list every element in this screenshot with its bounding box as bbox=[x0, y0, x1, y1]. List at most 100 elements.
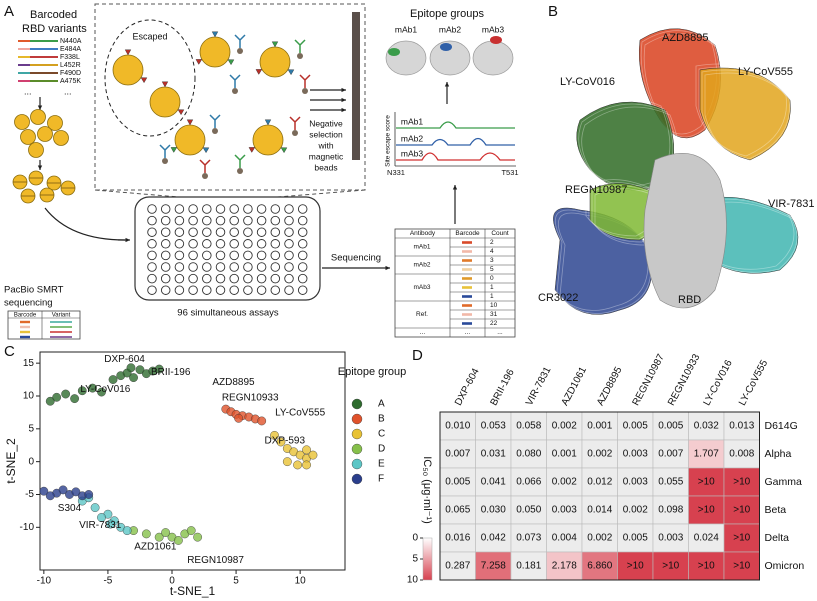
well bbox=[202, 250, 212, 261]
legend-label: A bbox=[378, 399, 385, 410]
label: Barcode bbox=[14, 313, 37, 319]
well bbox=[215, 262, 226, 272]
label: Barcode bbox=[455, 230, 480, 237]
annotation: BRII-196 bbox=[151, 367, 191, 378]
ribbon bbox=[695, 63, 787, 157]
spike-mark bbox=[124, 49, 132, 56]
cell-value: 0.031 bbox=[481, 449, 506, 460]
heatmap-cell bbox=[475, 523, 512, 553]
cell-value: 0.007 bbox=[445, 449, 470, 460]
point bbox=[270, 430, 279, 440]
rbd-particle bbox=[53, 130, 69, 146]
heatmap-cell bbox=[723, 411, 760, 441]
label: ... bbox=[497, 329, 503, 336]
label: Site escape score bbox=[385, 115, 392, 167]
label: 22 bbox=[490, 320, 498, 327]
well bbox=[202, 262, 212, 272]
cell-value: >10 bbox=[733, 477, 750, 488]
well bbox=[215, 204, 226, 214]
point bbox=[154, 364, 164, 374]
lycov555-structure bbox=[699, 67, 791, 161]
well bbox=[147, 273, 157, 284]
antibody bbox=[289, 116, 301, 130]
point bbox=[70, 394, 80, 404]
colorbar-tick-label: 10 bbox=[407, 575, 419, 586]
label: selection bbox=[309, 129, 343, 139]
well bbox=[270, 250, 281, 261]
barcode bbox=[462, 241, 472, 244]
cell-value: 0.002 bbox=[587, 533, 612, 544]
antibody bbox=[234, 154, 246, 168]
y-tick-label: 15 bbox=[23, 358, 35, 369]
cell-value: 0.001 bbox=[587, 421, 612, 432]
well bbox=[160, 239, 171, 249]
cell-value: 0.080 bbox=[516, 449, 541, 460]
label: 10 bbox=[490, 302, 498, 309]
column-label: LY-CoV555 bbox=[737, 358, 770, 408]
legend-marker bbox=[351, 428, 363, 440]
heatmap-cell bbox=[652, 495, 689, 525]
point bbox=[45, 491, 55, 501]
ribbon bbox=[634, 24, 717, 135]
legend-marker bbox=[351, 473, 363, 485]
point bbox=[61, 389, 71, 399]
well bbox=[188, 215, 198, 226]
heatmap-cell bbox=[475, 467, 512, 497]
point bbox=[302, 445, 311, 455]
well bbox=[284, 227, 294, 237]
pacbio-table bbox=[7, 310, 81, 340]
well bbox=[147, 227, 157, 237]
well bbox=[160, 285, 171, 295]
magnet-bar bbox=[352, 12, 360, 160]
point bbox=[257, 416, 267, 426]
well bbox=[202, 273, 212, 284]
heatmap-cell bbox=[688, 439, 725, 469]
well bbox=[243, 273, 253, 284]
heatmap-cell bbox=[581, 495, 618, 525]
well bbox=[243, 250, 253, 261]
heatmap-cell bbox=[510, 439, 547, 469]
heatmap-cell bbox=[439, 523, 476, 553]
legend-label: B bbox=[378, 414, 385, 425]
label: mAb1 bbox=[401, 116, 423, 126]
label: E484A bbox=[60, 46, 81, 53]
legend-marker bbox=[351, 413, 363, 425]
heatmap-cell bbox=[510, 551, 547, 581]
point bbox=[52, 392, 62, 402]
column-label: BRII-196 bbox=[489, 367, 517, 407]
point bbox=[276, 437, 286, 447]
label: ... bbox=[465, 329, 471, 336]
cell-value: 0.005 bbox=[623, 421, 648, 432]
barcode bbox=[462, 295, 472, 298]
cell-value: 0.073 bbox=[516, 533, 541, 544]
point bbox=[97, 513, 106, 522]
arrow-head bbox=[385, 265, 390, 271]
rbd-particle bbox=[259, 46, 291, 78]
heatmap-cell bbox=[546, 495, 583, 525]
well bbox=[147, 204, 157, 214]
spike-mark bbox=[211, 31, 219, 38]
well bbox=[243, 215, 253, 226]
cell-value: 6.860 bbox=[587, 561, 612, 572]
point bbox=[71, 487, 81, 497]
well bbox=[174, 273, 185, 284]
annotation: VIR-7831 bbox=[79, 520, 122, 531]
cell-value: 0.058 bbox=[516, 421, 541, 432]
structure-label: REGN10987 bbox=[565, 184, 627, 196]
well bbox=[229, 239, 239, 249]
point bbox=[90, 503, 100, 513]
well bbox=[297, 250, 308, 261]
well bbox=[202, 215, 212, 226]
well bbox=[256, 262, 267, 272]
point bbox=[126, 363, 136, 373]
heatmap-cell bbox=[723, 439, 760, 469]
well bbox=[284, 285, 294, 295]
escape-trace bbox=[396, 152, 515, 161]
ribbon bbox=[698, 66, 790, 160]
rbd-particle bbox=[37, 126, 53, 142]
cell-value: 0.053 bbox=[481, 421, 506, 432]
legend-label: D bbox=[378, 444, 385, 455]
heatmap-cell bbox=[617, 467, 654, 497]
spike-mark bbox=[271, 41, 279, 48]
label: 1 bbox=[490, 284, 494, 291]
